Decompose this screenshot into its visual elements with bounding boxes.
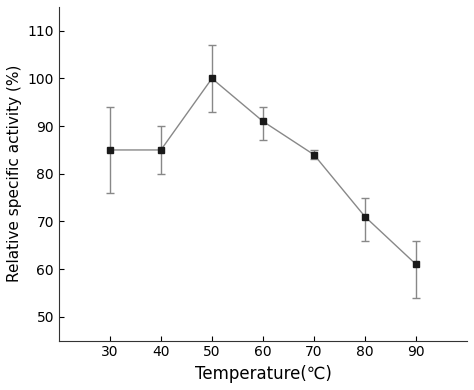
Y-axis label: Relative specific activity (%): Relative specific activity (%)	[7, 65, 22, 282]
X-axis label: Temperature(℃): Temperature(℃)	[194, 365, 331, 383]
